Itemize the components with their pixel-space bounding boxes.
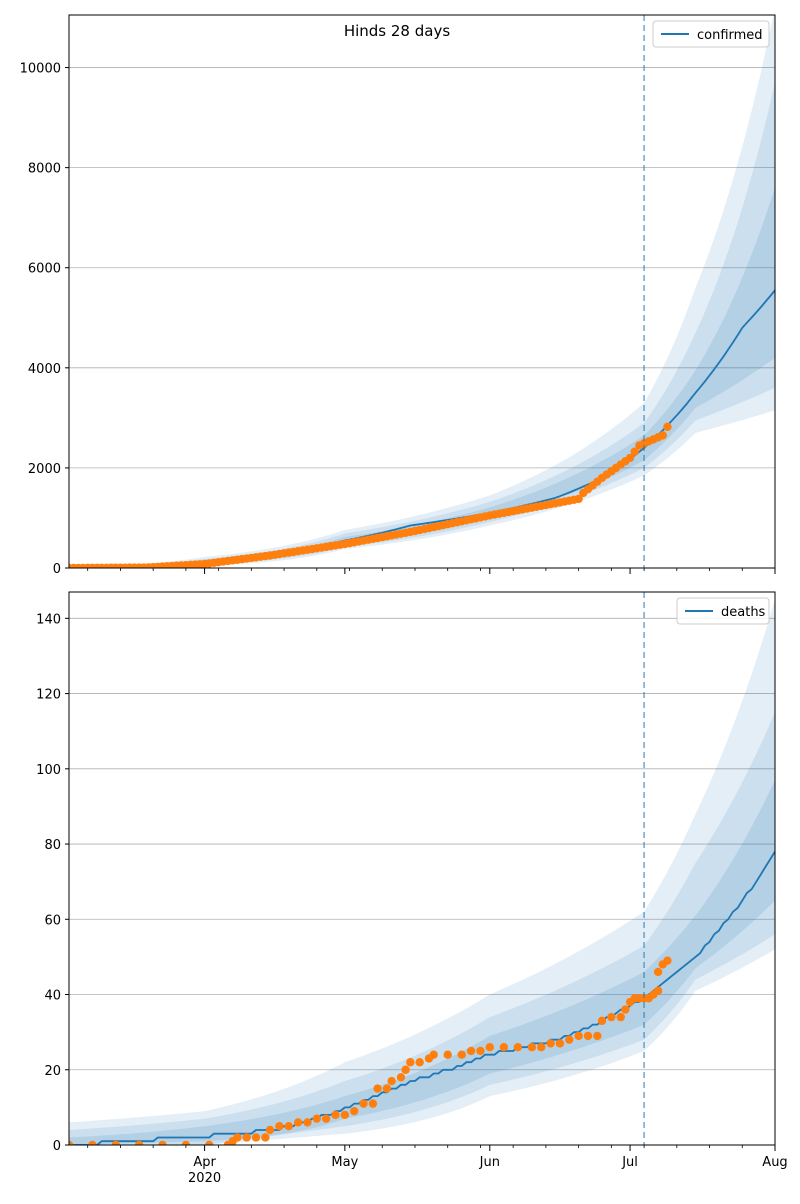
observed-point	[387, 1076, 396, 1086]
observed-point	[476, 1046, 485, 1056]
observed-point	[401, 1065, 410, 1074]
legend-box	[652, 20, 770, 48]
observed-point	[265, 1125, 275, 1135]
observed-point	[331, 1110, 340, 1120]
observed-point	[653, 967, 663, 977]
y-tick-label: 40	[44, 989, 61, 1004]
observed-point	[359, 1099, 368, 1108]
observed-point	[625, 453, 635, 463]
observed-point	[499, 1042, 509, 1052]
observed-point	[457, 1050, 466, 1059]
observed-point	[233, 1133, 242, 1142]
plot-area	[69, 599, 775, 1145]
uncertainty-band-hi95	[69, 599, 775, 1145]
legend: confirmed	[652, 20, 770, 48]
x-tick-label: Apr	[193, 1155, 216, 1170]
observed-point	[537, 1042, 546, 1052]
y-tick-label: 0	[53, 562, 61, 577]
y-tick-label: 120	[36, 688, 61, 703]
legend-label: confirmed	[697, 28, 763, 43]
observed-point	[406, 1058, 415, 1067]
x-tick-label: May	[331, 1155, 358, 1170]
observed-point	[284, 1121, 293, 1131]
observed-point	[415, 1058, 424, 1067]
y-tick-label: 2000	[28, 462, 61, 477]
chart-title: Hinds 28 days	[344, 22, 451, 40]
observed-point	[312, 1114, 322, 1123]
y-tick-label: 8000	[28, 162, 61, 177]
observed-point	[546, 1039, 555, 1048]
observed-point	[574, 494, 583, 504]
observed-point	[373, 1084, 382, 1093]
y-tick-label: 20	[44, 1064, 61, 1079]
observed-point	[513, 1042, 523, 1052]
observed-point	[607, 1012, 616, 1022]
axes-frame	[68, 14, 776, 569]
x-tick-sublabel: 2020	[188, 1171, 221, 1186]
observed-point	[158, 1140, 167, 1145]
x-tick-label: Aug	[762, 1155, 787, 1170]
observed-point	[593, 1031, 602, 1041]
observed-point	[429, 1050, 438, 1059]
uncertainty-band-hi50	[69, 780, 775, 1145]
observed-point	[242, 1133, 251, 1142]
y-tick-label: 140	[36, 612, 61, 627]
observed-point	[663, 956, 672, 965]
observed-point	[597, 1016, 607, 1026]
observed-point	[340, 1110, 350, 1120]
axes-frame	[68, 591, 776, 1146]
legend-box	[676, 597, 770, 625]
observed-point	[485, 1042, 494, 1052]
legend-label: deaths	[721, 605, 766, 620]
observed-point	[396, 1073, 406, 1082]
y-tick-label: 10000	[20, 62, 61, 77]
observed-point	[111, 1140, 120, 1145]
observed-point	[321, 1114, 331, 1123]
confirmed-panel: 0 2000 4000 6000 8000 10000 confirmed	[20, 14, 776, 577]
observed-point	[466, 1046, 476, 1056]
observed-point	[368, 1099, 378, 1108]
observed-point	[574, 1031, 583, 1041]
y-tick-label: 80	[44, 838, 61, 853]
y-tick-label: 6000	[28, 262, 61, 277]
observed-point	[88, 1140, 97, 1145]
observed-point	[555, 1039, 565, 1048]
observed-point	[134, 1140, 144, 1145]
observed-point	[261, 1133, 270, 1142]
observed-points	[69, 956, 672, 1145]
observed-point	[527, 1042, 537, 1052]
observed-point	[181, 1140, 191, 1145]
observed-point	[621, 1005, 630, 1014]
observed-point	[350, 1106, 359, 1116]
y-tick-label: 0	[53, 1139, 61, 1154]
observed-point	[275, 1121, 284, 1131]
observed-point	[630, 447, 639, 456]
y-tick-label: 60	[44, 913, 61, 928]
plot-area	[69, 15, 775, 568]
observed-point	[303, 1118, 312, 1127]
observed-point	[653, 986, 663, 995]
observed-point	[443, 1050, 452, 1059]
x-tick-label: Jun	[479, 1155, 500, 1170]
observed-point	[382, 1084, 392, 1093]
y-tick-label: 4000	[28, 362, 61, 377]
observed-points	[69, 422, 672, 568]
observed-point	[69, 1140, 74, 1145]
y-tick-label: 100	[36, 763, 61, 778]
observed-point	[205, 1140, 214, 1145]
observed-point	[616, 1012, 625, 1022]
observed-point	[565, 1035, 574, 1044]
observed-point	[658, 431, 667, 440]
uncertainty-band-hi50	[69, 187, 775, 568]
observed-point	[663, 422, 672, 432]
x-tick-label: Jul	[621, 1155, 638, 1170]
observed-point	[583, 1031, 593, 1041]
observed-point	[293, 1118, 303, 1127]
legend: deaths	[676, 597, 770, 625]
observed-point	[251, 1133, 261, 1142]
